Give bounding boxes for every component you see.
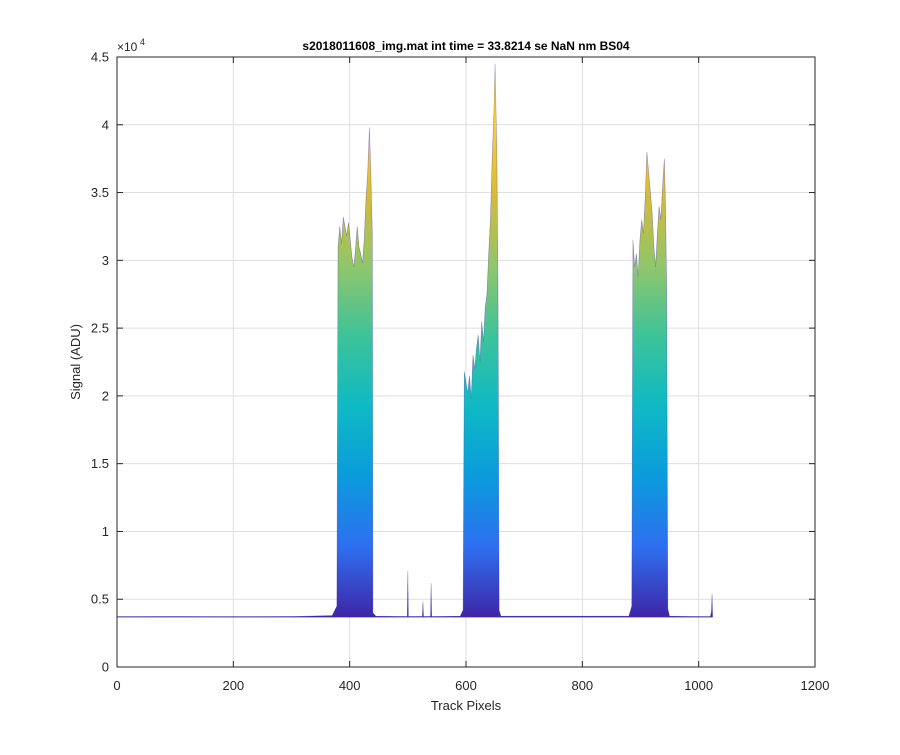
x-tick-label: 200 xyxy=(222,678,244,693)
y-tick-label: 1.5 xyxy=(91,456,109,471)
x-tick-label: 0 xyxy=(113,678,120,693)
x-tick-labels: 0 200 400 600 800 1000 1200 xyxy=(113,678,829,693)
x-tick-label: 800 xyxy=(571,678,593,693)
y-tick-label: 0.5 xyxy=(91,592,109,607)
y-tick-label: 3.5 xyxy=(91,185,109,200)
y-tick-label: 0 xyxy=(102,660,109,675)
y-exponent-power: 4 xyxy=(140,37,145,47)
x-axis-label: Track Pixels xyxy=(431,698,502,713)
y-tick-label: 2 xyxy=(102,388,109,403)
y-tick-label: 2.5 xyxy=(91,321,109,336)
y-tick-label: 3 xyxy=(102,253,109,268)
y-tick-label: 4 xyxy=(102,117,109,132)
data-layer xyxy=(117,63,713,618)
y-tick-label: 4.5 xyxy=(91,50,109,65)
x-tick-label: 1200 xyxy=(801,678,830,693)
y-exponent-label: ×10 xyxy=(117,40,138,54)
y-tick-labels: 0 0.5 1 1.5 2 2.5 3 3.5 4 4.5 xyxy=(91,50,109,675)
x-tick-label: 400 xyxy=(339,678,361,693)
y-axis-label: Signal (ADU) xyxy=(68,324,83,400)
signal-area xyxy=(117,63,713,617)
chart-title: s2018011608_img.mat int time = 33.8214 s… xyxy=(302,39,630,53)
y-tick-label: 1 xyxy=(102,524,109,539)
signal-outline xyxy=(117,63,713,618)
tick-marks xyxy=(116,56,816,668)
x-tick-label: 600 xyxy=(455,678,477,693)
x-tick-label: 1000 xyxy=(684,678,713,693)
